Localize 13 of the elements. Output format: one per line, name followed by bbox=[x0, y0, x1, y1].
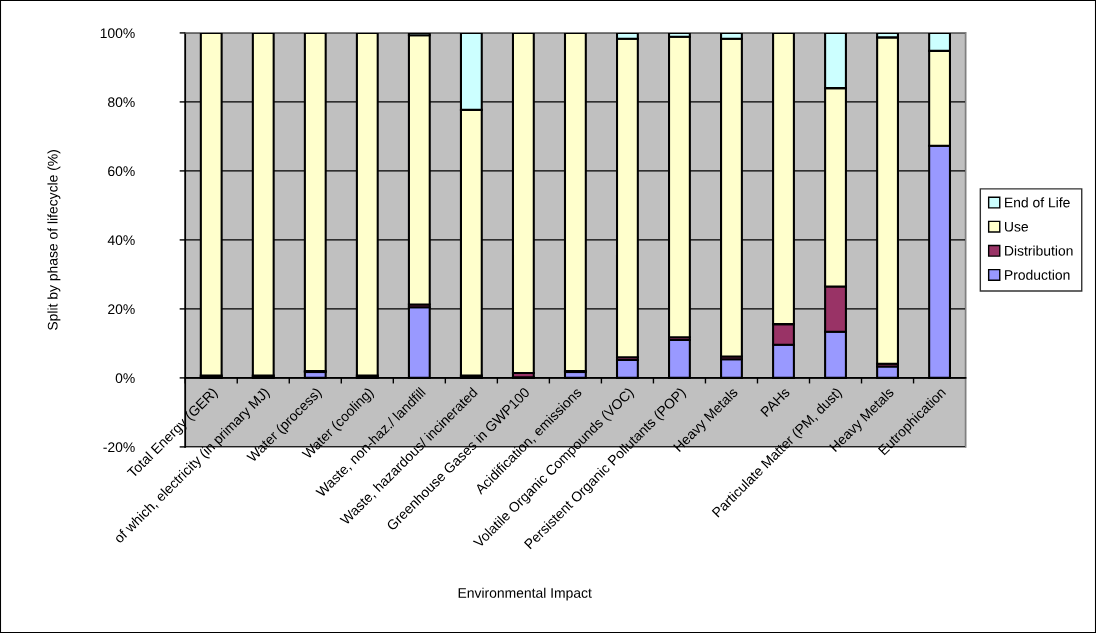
legend-label: Distribution bbox=[1005, 245, 1073, 256]
y-tick-label: 60% bbox=[108, 166, 135, 177]
y-axis-title: Split by phase of lifecycle (%) bbox=[47, 150, 61, 330]
y-tick-label: 80% bbox=[108, 97, 135, 108]
y-tick-label: 0% bbox=[115, 373, 135, 384]
y-tick-label: 40% bbox=[107, 235, 135, 246]
y-tick-label: 20% bbox=[108, 304, 135, 315]
legend-label: Use bbox=[1005, 221, 1029, 232]
x-axis-title: Environmental Impact bbox=[458, 587, 592, 601]
legend-label: End of Life bbox=[1005, 197, 1070, 208]
y-tick-label: -20% bbox=[103, 442, 135, 453]
y-tick-label: 100% bbox=[100, 28, 135, 39]
legend-label: Production bbox=[1005, 269, 1070, 280]
